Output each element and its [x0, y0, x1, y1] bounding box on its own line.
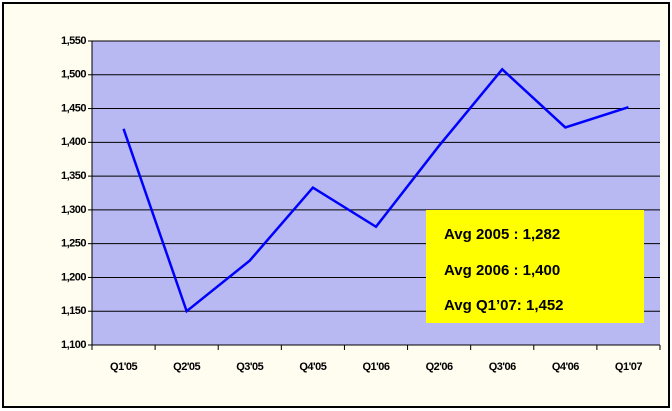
x-tick-label: Q4'05 — [299, 361, 326, 373]
y-tick-label: 1,250 — [61, 238, 86, 250]
x-tick-label: Q4'06 — [552, 361, 579, 373]
annotation: Avg 2005 : 1,282 — [444, 226, 560, 243]
y-tick-label: 1,350 — [61, 170, 86, 182]
x-tick-label: Q3'05 — [236, 361, 263, 373]
y-tick-label: 1,450 — [61, 102, 86, 114]
y-tick-label: 1,100 — [61, 339, 86, 351]
x-tick-label: Q1'06 — [362, 361, 389, 373]
annotation: Avg Q1’07: 1,452 — [444, 297, 564, 314]
data-line — [122, 67, 629, 314]
y-tick-label: 1,200 — [61, 271, 86, 283]
x-tick-label: Q2'05 — [173, 361, 200, 373]
x-tick-label: Q1'07 — [615, 361, 642, 373]
y-tick-label: 1,300 — [61, 204, 86, 216]
y-tick-label: 1,400 — [61, 136, 86, 148]
annotation: Avg 2006 : 1,400 — [444, 262, 560, 279]
y-tick-label: 1,150 — [61, 305, 86, 317]
x-tick-label: Q2'06 — [426, 361, 453, 373]
x-tick-label: Q1'05 — [110, 361, 137, 373]
y-tick-label: 1,550 — [61, 35, 86, 47]
y-tick-label: 1,500 — [61, 69, 86, 81]
annotation-box — [426, 210, 644, 323]
x-tick-label: Q3'06 — [489, 361, 516, 373]
